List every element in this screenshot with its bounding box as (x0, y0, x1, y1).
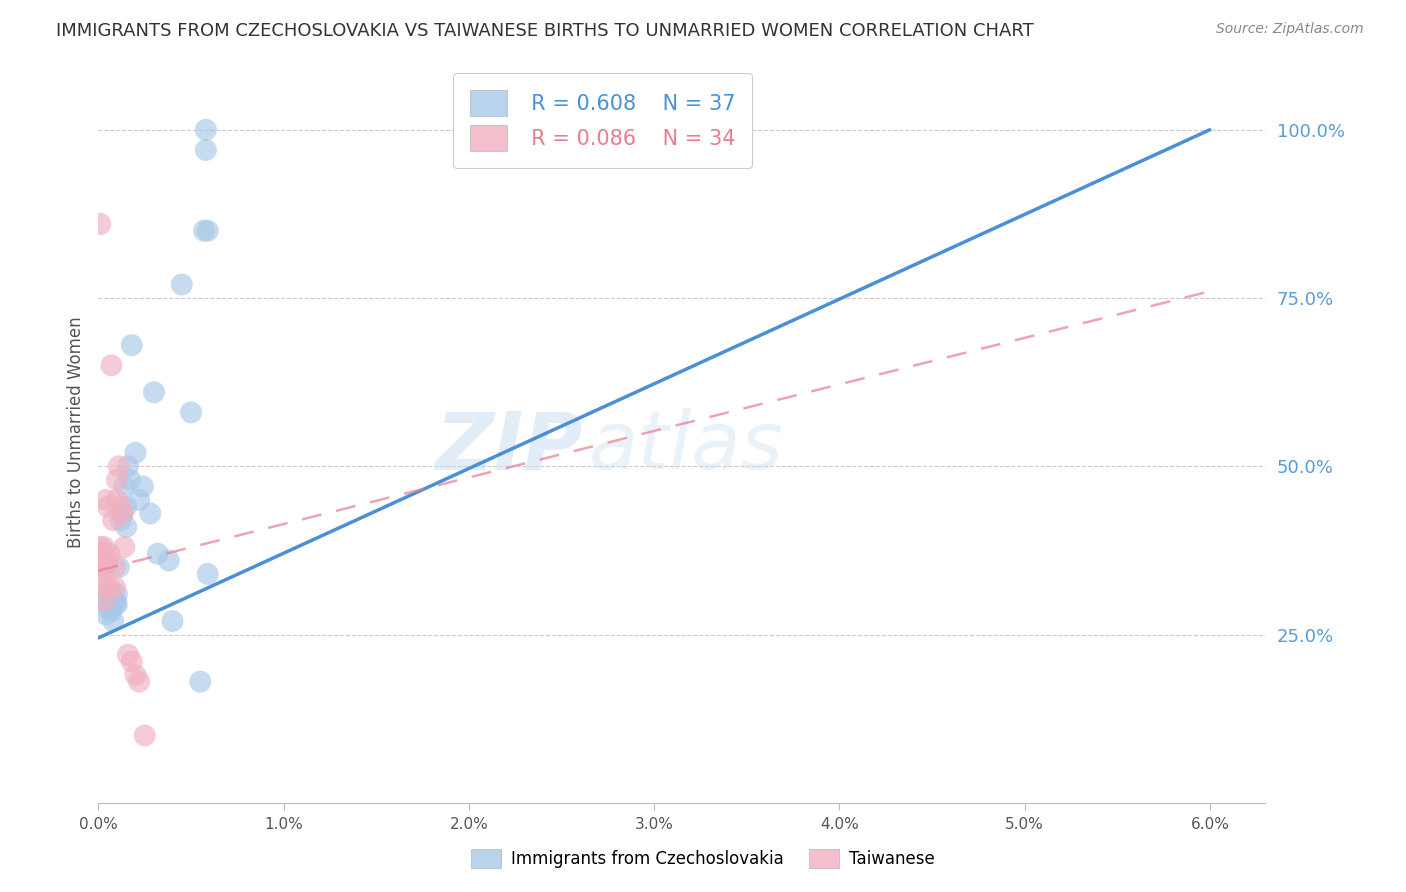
Point (107, 560, 129, 574)
Point (128, 492, 150, 507)
Point (100, 587, 122, 601)
Point (134, 729, 156, 743)
Point (117, 648, 139, 662)
Point (89, 540, 111, 554)
Point (105, 492, 128, 507)
Point (93, 540, 115, 554)
Point (93, 547, 115, 561)
Point (105, 587, 128, 601)
Point (162, 614, 184, 628)
Text: ZIP: ZIP (436, 409, 582, 486)
Point (104, 581, 127, 595)
Point (97, 600, 120, 615)
Point (100, 604, 122, 618)
Point (104, 594, 127, 608)
Point (100, 359, 122, 373)
Point (112, 540, 135, 554)
Point (197, 566, 219, 581)
Point (115, 500, 138, 514)
Point (139, 507, 162, 521)
Point (91, 553, 114, 567)
Point (97, 500, 120, 514)
Point (97, 553, 120, 567)
Point (117, 459, 139, 474)
Point (98, 581, 121, 595)
Point (89, 217, 111, 231)
Point (128, 674, 150, 689)
Point (91, 560, 114, 574)
Point (105, 473, 128, 487)
Point (193, 224, 215, 238)
Point (107, 459, 129, 474)
Legend:   R = 0.608    N = 37,   R = 0.086    N = 34: R = 0.608 N = 37, R = 0.086 N = 34 (453, 73, 752, 168)
Point (188, 674, 211, 689)
Point (110, 513, 132, 527)
Point (115, 520, 138, 534)
Point (111, 507, 134, 521)
Point (143, 385, 166, 400)
Point (93, 594, 115, 608)
Point (94, 581, 117, 595)
Point (98, 594, 121, 608)
Point (103, 513, 125, 527)
Point (132, 479, 155, 493)
Point (98, 587, 121, 601)
Text: atlas: atlas (589, 409, 783, 486)
Point (157, 553, 180, 567)
Legend: Immigrants from Czechoslovakia, Taiwanese: Immigrants from Czechoslovakia, Taiwanes… (464, 842, 942, 875)
Point (89, 553, 111, 567)
Point (91, 547, 114, 561)
Point (104, 597, 127, 611)
Point (112, 479, 135, 493)
Point (121, 338, 143, 352)
Point (91, 574, 114, 588)
Point (121, 655, 143, 669)
Point (103, 614, 125, 628)
Point (170, 277, 193, 292)
Text: Source: ZipAtlas.com: Source: ZipAtlas.com (1216, 22, 1364, 37)
Point (118, 473, 141, 487)
Point (105, 597, 128, 611)
Point (194, 122, 217, 136)
Point (94, 560, 117, 574)
Point (197, 224, 219, 238)
Point (91, 547, 114, 561)
Point (124, 446, 146, 460)
Point (93, 594, 115, 608)
Point (146, 547, 169, 561)
Text: IMMIGRANTS FROM CZECHOSLOVAKIA VS TAIWANESE BIRTHS TO UNMARRIED WOMEN CORRELATIO: IMMIGRANTS FROM CZECHOSLOVAKIA VS TAIWAN… (56, 22, 1033, 40)
Point (94, 492, 117, 507)
Point (180, 405, 202, 419)
Point (98, 547, 121, 561)
Point (104, 560, 127, 574)
Point (124, 668, 146, 682)
Point (93, 560, 115, 574)
Point (94, 607, 117, 622)
Point (110, 500, 132, 514)
Point (194, 143, 217, 157)
Point (111, 507, 134, 521)
Y-axis label: Births to Unmarried Women: Births to Unmarried Women (66, 317, 84, 549)
